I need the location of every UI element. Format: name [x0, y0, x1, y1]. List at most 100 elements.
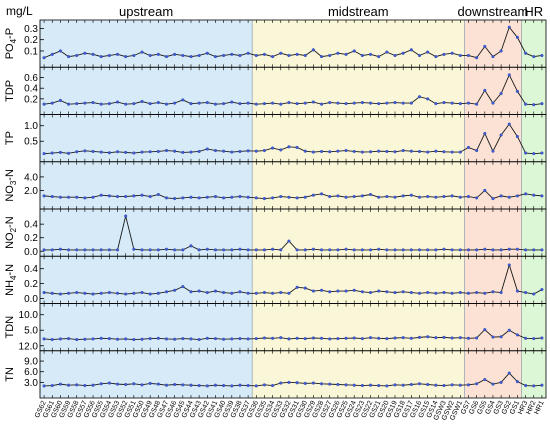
data-point-TDN-54 — [483, 328, 487, 332]
data-point-NO3-N-25 — [246, 195, 250, 199]
data-point-TDP-46 — [417, 95, 422, 99]
data-point-NO3-N-19 — [197, 196, 201, 200]
data-point-PO4-P-29 — [279, 51, 283, 55]
data-point-TDN-23 — [230, 337, 234, 341]
data-point-TDN-30 — [287, 337, 291, 341]
data-point-NO2-N-44 — [401, 248, 405, 252]
data-point-TDN-34 — [320, 336, 324, 340]
data-point-TDN-27 — [262, 336, 266, 340]
data-point-TP-12 — [140, 150, 144, 154]
data-point-NO3-N-53 — [475, 196, 479, 200]
data-point-PO4-P-56 — [499, 49, 503, 53]
data-point-TDN-58 — [515, 333, 519, 337]
data-point-NO3-N-55 — [491, 197, 495, 201]
data-point-PO4-P-40 — [368, 52, 373, 56]
data-point-TDN-31 — [295, 336, 299, 340]
data-point-TDP-27 — [262, 102, 266, 106]
data-point-PO4-P-54 — [483, 44, 487, 48]
data-point-PO4-P-52 — [466, 53, 471, 58]
data-point-TN-35 — [328, 382, 332, 386]
data-point-PO4-P-42 — [385, 50, 389, 54]
y-axis-label-NO2-N: NO2-N — [4, 216, 18, 249]
y-axis-label-TN: TN — [4, 367, 16, 382]
data-point-NH4-N-14 — [156, 291, 160, 295]
data-point-TP-19 — [197, 149, 201, 154]
y-tick-label-TDN-0: 12.0 — [19, 341, 39, 352]
data-point-TP-37 — [344, 148, 348, 153]
data-point-NH4-N-49 — [442, 290, 446, 295]
y-axis-label-NO3-N: NO3-N — [4, 169, 18, 202]
data-point-NO3-N-6 — [91, 195, 95, 199]
data-point-TN-52 — [466, 383, 471, 387]
data-point-TDP-57 — [507, 73, 511, 77]
data-point-NO2-N-42 — [385, 248, 389, 252]
data-point-NO2-N-12 — [140, 248, 144, 252]
data-point-TDN-48 — [434, 336, 438, 340]
data-point-NO2-N-14 — [156, 248, 160, 252]
y-tick-label-TN-0: 3.0 — [24, 378, 38, 389]
data-point-TN-51 — [458, 383, 462, 387]
data-point-TN-33 — [311, 381, 315, 385]
data-point-NH4-N-38 — [352, 288, 356, 292]
data-point-PO4-P-25 — [246, 51, 250, 55]
data-point-TP-18 — [189, 150, 193, 154]
data-point-TDP-28 — [271, 101, 275, 105]
data-point-NO2-N-9 — [115, 248, 120, 252]
data-point-TDP-1 — [50, 101, 54, 105]
data-point-PO4-P-1 — [50, 52, 54, 56]
data-point-TDP-42 — [385, 101, 389, 105]
data-point-TDN-60 — [532, 337, 536, 341]
data-point-PO4-P-20 — [205, 51, 209, 55]
data-point-TDN-12 — [140, 337, 144, 341]
data-point-NO2-N-27 — [262, 248, 266, 252]
data-point-NH4-N-44 — [401, 290, 405, 294]
data-point-NH4-N-15 — [164, 290, 169, 294]
data-point-TDP-58 — [515, 89, 519, 93]
data-point-TN-6 — [91, 383, 95, 387]
data-point-NO3-N-22 — [222, 196, 226, 200]
y-tick-label-NO2-N-0: 0.0 — [24, 247, 38, 258]
data-point-PO4-P-53 — [475, 56, 479, 60]
data-point-PO4-P-10 — [124, 55, 128, 59]
data-point-TDP-0 — [42, 102, 46, 106]
data-point-TN-21 — [213, 383, 218, 387]
data-point-TN-1 — [50, 383, 54, 388]
data-point-TN-39 — [360, 383, 364, 388]
data-point-NO3-N-30 — [287, 195, 291, 199]
region-label-0: upstream — [119, 4, 173, 19]
data-point-NO2-N-8 — [107, 248, 111, 252]
data-point-NO2-N-48 — [434, 248, 438, 252]
data-point-TDN-43 — [393, 336, 397, 340]
data-point-PO4-P-51 — [458, 53, 462, 58]
data-point-TDN-3 — [67, 337, 71, 341]
data-point-PO4-P-0 — [42, 56, 46, 60]
data-point-NO2-N-29 — [279, 248, 283, 252]
data-point-TN-4 — [75, 383, 79, 387]
data-point-TDP-16 — [173, 101, 177, 105]
data-point-TDP-39 — [360, 101, 364, 105]
data-point-NH4-N-43 — [393, 290, 397, 295]
data-point-NH4-N-9 — [115, 291, 120, 295]
data-point-TP-59 — [524, 151, 528, 155]
data-point-NO3-N-51 — [458, 195, 462, 199]
data-point-PO4-P-35 — [328, 53, 332, 58]
data-point-TDN-29 — [279, 336, 283, 340]
data-point-TDP-19 — [197, 101, 201, 105]
data-point-TDP-56 — [499, 91, 503, 96]
data-point-TN-28 — [271, 383, 275, 388]
data-point-NH4-N-10 — [124, 292, 128, 296]
data-point-TN-11 — [132, 382, 136, 386]
data-point-PO4-P-44 — [401, 51, 405, 55]
data-point-TN-29 — [279, 381, 283, 385]
data-point-TDN-4 — [75, 337, 79, 342]
data-point-NH4-N-41 — [377, 289, 381, 293]
data-point-PO4-P-31 — [295, 52, 299, 56]
data-point-NO2-N-28 — [271, 247, 275, 251]
data-point-NH4-N-42 — [385, 290, 389, 294]
data-point-NH4-N-32 — [303, 286, 307, 290]
data-point-NO3-N-54 — [483, 188, 487, 193]
data-point-TN-27 — [262, 383, 266, 387]
data-point-NO3-N-8 — [107, 194, 111, 198]
data-point-TDP-37 — [344, 102, 348, 106]
data-point-NO2-N-45 — [409, 248, 413, 252]
